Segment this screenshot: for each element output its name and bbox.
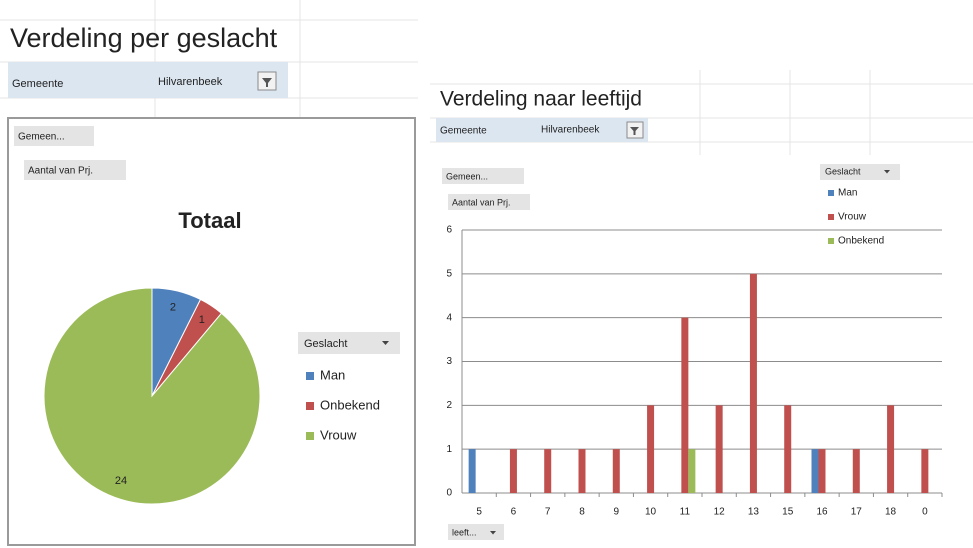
dropdown-icon xyxy=(884,170,890,174)
legend-swatch xyxy=(306,402,314,410)
bar xyxy=(544,449,552,493)
x-tick-label: 9 xyxy=(614,507,620,518)
x-tick-label: 7 xyxy=(545,507,551,518)
legend-swatch xyxy=(828,238,834,244)
legend-label: Vrouw xyxy=(320,427,357,442)
filter-icon xyxy=(630,127,639,135)
bar xyxy=(612,449,620,493)
y-tick-label: 0 xyxy=(446,488,452,499)
legend-swatch xyxy=(828,190,834,196)
bar xyxy=(688,449,696,493)
field-button[interactable] xyxy=(448,194,530,210)
data-label: 1 xyxy=(199,314,205,326)
bar xyxy=(749,273,757,493)
field-button[interactable] xyxy=(24,160,126,180)
filter-value: Hilvarenbeek xyxy=(158,76,223,88)
y-tick-label: 5 xyxy=(446,268,452,279)
legend-title: Geslacht xyxy=(825,166,861,176)
x-tick-label: 18 xyxy=(885,507,897,518)
field-button[interactable] xyxy=(14,126,94,146)
legend-title: Geslacht xyxy=(304,338,347,350)
x-tick-label: 8 xyxy=(579,507,585,518)
x-tick-label: 15 xyxy=(782,507,794,518)
y-tick-label: 3 xyxy=(446,356,452,367)
legend-label: Onbekend xyxy=(320,397,380,412)
legend-swatch xyxy=(828,214,834,220)
x-tick-label: 0 xyxy=(922,507,928,518)
bar xyxy=(578,449,586,493)
x-tick-label: 6 xyxy=(511,507,517,518)
field-button-label: Aantal van Prj. xyxy=(28,166,93,177)
filter-value: Hilvarenbeek xyxy=(541,125,600,136)
field-button-label: Aantal van Prj. xyxy=(452,197,511,207)
axis-button[interactable] xyxy=(448,524,504,540)
filter-row xyxy=(8,62,288,98)
filter-label: Gemeente xyxy=(12,78,63,90)
sheet-title: Verdeling naar leeftijd xyxy=(440,88,642,111)
bar xyxy=(811,449,819,493)
bar xyxy=(818,449,826,493)
bar xyxy=(715,405,723,493)
y-tick-label: 2 xyxy=(446,400,452,411)
y-tick-label: 1 xyxy=(446,444,452,455)
legend-label: Man xyxy=(320,367,345,382)
bar xyxy=(647,405,655,493)
pie-slice xyxy=(43,287,261,505)
legend-button[interactable] xyxy=(820,164,900,180)
field-button-label: Gemeen... xyxy=(18,132,65,143)
bar xyxy=(509,449,517,493)
chart-title: Totaal xyxy=(178,208,241,233)
bar xyxy=(468,449,476,493)
filter-row xyxy=(436,118,648,142)
sheet-title: Verdeling per geslacht xyxy=(10,23,278,53)
bar xyxy=(887,405,895,493)
legend-button[interactable] xyxy=(298,332,400,354)
y-tick-label: 4 xyxy=(446,312,452,323)
x-tick-label: 16 xyxy=(816,507,828,518)
x-tick-label: 12 xyxy=(714,507,726,518)
axis-button-label: leeft... xyxy=(452,527,477,537)
legend-swatch xyxy=(306,372,314,380)
bar xyxy=(852,449,860,493)
x-tick-label: 11 xyxy=(680,507,691,518)
filter-icon xyxy=(262,78,272,87)
legend-label: Man xyxy=(838,188,857,199)
legend-label: Vrouw xyxy=(838,212,867,223)
bar xyxy=(784,405,792,493)
bar xyxy=(921,449,929,493)
x-tick-label: 13 xyxy=(748,507,760,518)
field-button[interactable] xyxy=(442,168,524,184)
bar xyxy=(681,317,689,493)
dropdown-icon xyxy=(490,531,496,535)
field-button-label: Gemeen... xyxy=(446,171,488,181)
chart-frame xyxy=(436,155,973,548)
x-tick-label: 10 xyxy=(645,507,657,518)
legend-label: Onbekend xyxy=(838,236,884,247)
data-label: 24 xyxy=(115,475,127,487)
data-label: 2 xyxy=(170,302,176,314)
x-tick-label: 5 xyxy=(476,507,482,518)
filter-label: Gemeente xyxy=(440,126,487,137)
dropdown-icon xyxy=(382,341,389,345)
x-tick-label: 17 xyxy=(851,507,863,518)
y-tick-label: 6 xyxy=(446,225,452,236)
legend-swatch xyxy=(306,432,314,440)
